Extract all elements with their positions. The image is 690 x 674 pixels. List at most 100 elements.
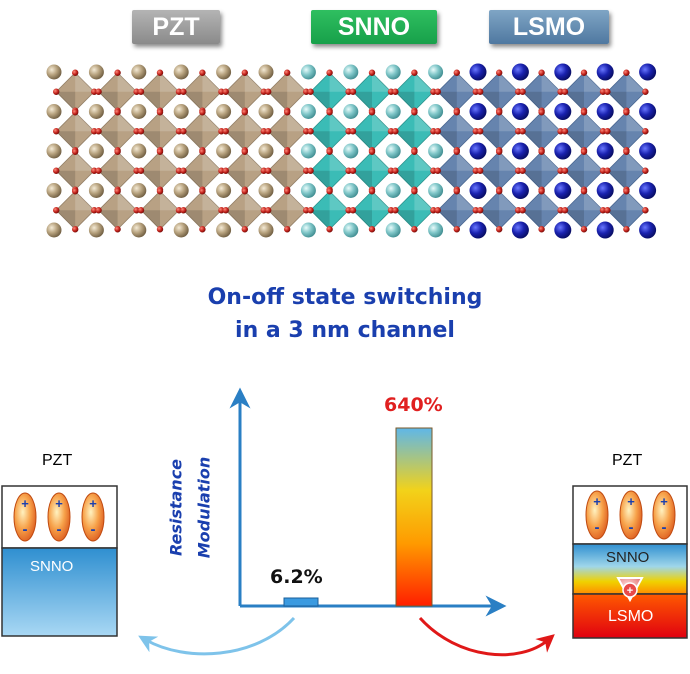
oxygen-atom	[175, 128, 183, 135]
octahedron-shadow	[183, 91, 203, 111]
oxygen-atom	[199, 109, 206, 116]
oxygen-atom	[133, 88, 140, 95]
oxygen-atom	[156, 148, 164, 155]
a-site-atom	[428, 222, 444, 238]
oxygen-atom	[265, 167, 272, 174]
oxygen-atom	[561, 207, 569, 214]
oxygen-atom	[137, 207, 145, 214]
a-site-atom	[469, 182, 487, 199]
octahedron-shadow	[565, 91, 584, 111]
octahedron-shadow	[225, 210, 245, 230]
oxygen-atom	[538, 69, 545, 76]
octahedron-shadow	[56, 210, 76, 230]
octahedron-highlight	[160, 72, 179, 92]
oxygen-atom	[623, 109, 630, 116]
oxygen-atom	[180, 167, 187, 174]
oxygen-atom	[580, 109, 588, 116]
oxygen-atom	[623, 226, 630, 233]
octahedron-highlight	[372, 151, 391, 171]
oxygen-atom	[260, 207, 267, 214]
title-line-2: in a 3 nm channel	[235, 318, 455, 343]
oxygen-atom	[557, 167, 564, 174]
oxygen-atom	[175, 207, 183, 214]
a-site-atom	[639, 221, 657, 239]
a-site-atom	[173, 64, 189, 80]
oxygen-atom	[349, 88, 357, 95]
octahedron-highlight	[414, 112, 434, 132]
oxygen-atom	[303, 88, 310, 95]
oxygen-atom	[260, 167, 267, 174]
oxygen-atom	[642, 88, 649, 95]
dipole-icon: + -	[619, 490, 643, 540]
a-site-atom	[173, 143, 189, 159]
oxygen-atom	[538, 188, 545, 195]
a-site-atom	[639, 103, 657, 120]
a-site-atom	[258, 143, 274, 159]
y-axis-label-line-2: Modulation	[194, 456, 214, 559]
oxygen-atom	[561, 88, 569, 95]
oxygen-atom	[284, 148, 291, 155]
octahedron-shadow	[98, 210, 118, 230]
octahedron-shadow	[141, 91, 160, 111]
oxygen-atom	[580, 148, 588, 155]
oxygen-atom	[392, 88, 399, 95]
a-site-atom	[385, 183, 401, 198]
oxygen-atom	[91, 88, 98, 95]
a-site-atom	[300, 104, 316, 119]
octahedron-shadow	[98, 131, 118, 151]
oxygen-atom	[604, 128, 611, 135]
oxygen-atom	[72, 188, 79, 195]
oxygen-atom	[477, 167, 484, 174]
octahedron-highlight	[499, 72, 519, 92]
octahedron-highlight	[287, 191, 307, 211]
a-site-atom	[428, 183, 444, 198]
oxygen-atom	[580, 69, 588, 76]
a-site-atom	[46, 183, 62, 198]
oxygen-atom	[241, 148, 248, 155]
oxygen-atom	[199, 188, 206, 195]
a-site-atom	[385, 143, 401, 159]
octahedron-shadow	[437, 131, 457, 151]
oxygen-atom	[477, 207, 484, 214]
a-site-atom	[258, 64, 274, 80]
a-site-atom	[343, 183, 359, 198]
octahedron-shadow	[607, 210, 627, 230]
octahedron-highlight	[202, 151, 222, 171]
oxygen-atom	[580, 188, 588, 195]
octahedron-shadow	[522, 210, 542, 230]
oxygen-atom	[453, 148, 460, 155]
octahedron-shadow	[310, 210, 330, 230]
octahedron-shadow	[353, 170, 372, 190]
octahedron-shadow	[565, 210, 584, 230]
svg-text:+: +	[21, 496, 29, 511]
oxygen-atom	[114, 188, 121, 195]
oxygen-atom	[496, 188, 503, 195]
oxygen-atom	[91, 207, 98, 214]
oxygen-atom	[453, 69, 460, 76]
octahedron-shadow	[437, 170, 457, 190]
svg-text:+: +	[660, 494, 668, 509]
left-snno-label: SNNO	[30, 558, 74, 575]
svg-text:+: +	[627, 585, 633, 597]
right-curved-arrow	[418, 616, 555, 657]
a-site-atom	[88, 222, 104, 238]
oxygen-atom	[95, 88, 102, 95]
oxygen-atom	[642, 207, 649, 214]
oxygen-atom	[434, 88, 441, 95]
oxygen-atom	[303, 207, 310, 214]
oxygen-atom	[218, 207, 225, 214]
octahedron-highlight	[584, 151, 603, 171]
oxygen-atom	[345, 88, 352, 95]
oxygen-atom	[95, 128, 102, 135]
oxygen-atom	[604, 167, 611, 174]
a-site-atom	[596, 63, 614, 81]
oxygen-atom	[349, 207, 357, 214]
octahedron-highlight	[499, 112, 519, 132]
a-site-atom	[216, 104, 232, 119]
octahedron-shadow	[225, 91, 245, 111]
a-site-atom	[216, 183, 232, 198]
oxygen-atom	[156, 226, 164, 233]
octahedron-shadow	[522, 91, 542, 111]
octahedron-shadow	[607, 170, 627, 190]
octahedron-shadow	[268, 210, 288, 230]
